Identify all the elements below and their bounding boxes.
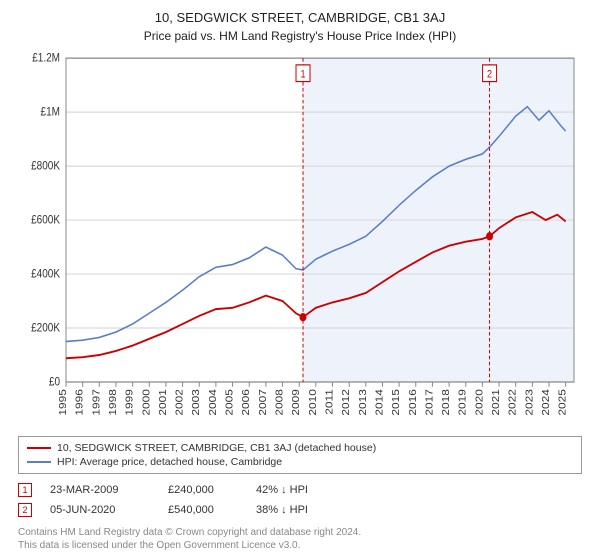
annotation-price: £540,000 bbox=[168, 504, 238, 516]
footer-line-1: Contains HM Land Registry data © Crown c… bbox=[18, 526, 582, 539]
svg-text:2005: 2005 bbox=[224, 389, 235, 415]
svg-text:2009: 2009 bbox=[291, 389, 302, 415]
legend-box: 10, SEDGWICK STREET, CAMBRIDGE, CB1 3AJ … bbox=[18, 436, 582, 474]
svg-text:2000: 2000 bbox=[141, 389, 152, 415]
svg-text:2003: 2003 bbox=[191, 389, 202, 415]
annotation-delta: 42% ↓ HPI bbox=[256, 484, 346, 496]
svg-text:2019: 2019 bbox=[458, 389, 469, 415]
footer-line-2: This data is licensed under the Open Gov… bbox=[18, 539, 582, 552]
svg-text:1995: 1995 bbox=[58, 389, 69, 415]
svg-text:1996: 1996 bbox=[74, 389, 85, 415]
annotation-marker: 1 bbox=[18, 483, 32, 497]
svg-text:2: 2 bbox=[487, 69, 492, 81]
svg-text:2007: 2007 bbox=[258, 389, 269, 415]
svg-text:1998: 1998 bbox=[108, 389, 119, 415]
svg-text:2004: 2004 bbox=[208, 389, 219, 415]
svg-text:2012: 2012 bbox=[341, 389, 352, 415]
annotation-row: 1 23-MAR-2009 £240,000 42% ↓ HPI bbox=[18, 480, 582, 500]
svg-text:2002: 2002 bbox=[174, 389, 185, 415]
svg-text:2024: 2024 bbox=[541, 389, 552, 415]
svg-text:2006: 2006 bbox=[241, 389, 252, 415]
annotation-row: 2 05-JUN-2020 £540,000 38% ↓ HPI bbox=[18, 500, 582, 520]
svg-text:£0: £0 bbox=[49, 376, 60, 389]
chart-plot-area: £0 £200K £400K £600K £800K £1M £1.2M 1995 1996 19… bbox=[18, 51, 582, 432]
annotation-price: £240,000 bbox=[168, 484, 238, 496]
footer-attribution: Contains HM Land Registry data © Crown c… bbox=[18, 526, 582, 552]
svg-text:1999: 1999 bbox=[124, 389, 135, 415]
annotation-date: 05-JUN-2020 bbox=[50, 504, 150, 516]
svg-text:2001: 2001 bbox=[158, 389, 169, 415]
svg-text:£1.2M: £1.2M bbox=[32, 52, 60, 65]
svg-text:2025: 2025 bbox=[557, 389, 568, 415]
svg-text:2022: 2022 bbox=[508, 389, 519, 415]
svg-text:£1M: £1M bbox=[41, 106, 60, 119]
svg-text:2016: 2016 bbox=[408, 389, 419, 415]
svg-text:2013: 2013 bbox=[358, 389, 369, 415]
legend-swatch bbox=[27, 461, 51, 463]
chart-title: 10, SEDGWICK STREET, CAMBRIDGE, CB1 3AJ bbox=[18, 10, 582, 25]
svg-text:£400K: £400K bbox=[31, 268, 61, 281]
svg-text:1: 1 bbox=[301, 69, 306, 81]
svg-text:2015: 2015 bbox=[391, 389, 402, 415]
legend-item: 10, SEDGWICK STREET, CAMBRIDGE, CB1 3AJ … bbox=[27, 441, 573, 455]
svg-text:2014: 2014 bbox=[374, 389, 385, 415]
svg-text:2017: 2017 bbox=[424, 389, 435, 415]
svg-text:£200K: £200K bbox=[31, 322, 61, 335]
svg-text:2020: 2020 bbox=[474, 389, 485, 415]
legend-swatch bbox=[27, 447, 51, 449]
annotation-marker: 2 bbox=[18, 503, 32, 517]
svg-text:1997: 1997 bbox=[91, 389, 102, 415]
legend-item: HPI: Average price, detached house, Camb… bbox=[27, 455, 573, 469]
line-chart-svg: £0 £200K £400K £600K £800K £1M £1.2M 1995 1996 19… bbox=[18, 51, 582, 432]
svg-text:£600K: £600K bbox=[31, 214, 61, 227]
svg-text:2021: 2021 bbox=[491, 389, 502, 415]
legend-label: 10, SEDGWICK STREET, CAMBRIDGE, CB1 3AJ … bbox=[57, 442, 376, 454]
annotations-table: 1 23-MAR-2009 £240,000 42% ↓ HPI 2 05-JUN-202… bbox=[18, 480, 582, 520]
svg-text:2011: 2011 bbox=[324, 389, 335, 415]
svg-text:2023: 2023 bbox=[524, 389, 535, 415]
annotation-delta: 38% ↓ HPI bbox=[256, 504, 346, 516]
svg-text:£800K: £800K bbox=[31, 160, 61, 173]
chart-subtitle: Price paid vs. HM Land Registry's House … bbox=[18, 29, 582, 43]
svg-text:2010: 2010 bbox=[308, 389, 319, 415]
legend-label: HPI: Average price, detached house, Camb… bbox=[57, 456, 282, 468]
annotation-date: 23-MAR-2009 bbox=[50, 484, 150, 496]
svg-text:2008: 2008 bbox=[274, 389, 285, 415]
svg-text:2018: 2018 bbox=[441, 389, 452, 415]
